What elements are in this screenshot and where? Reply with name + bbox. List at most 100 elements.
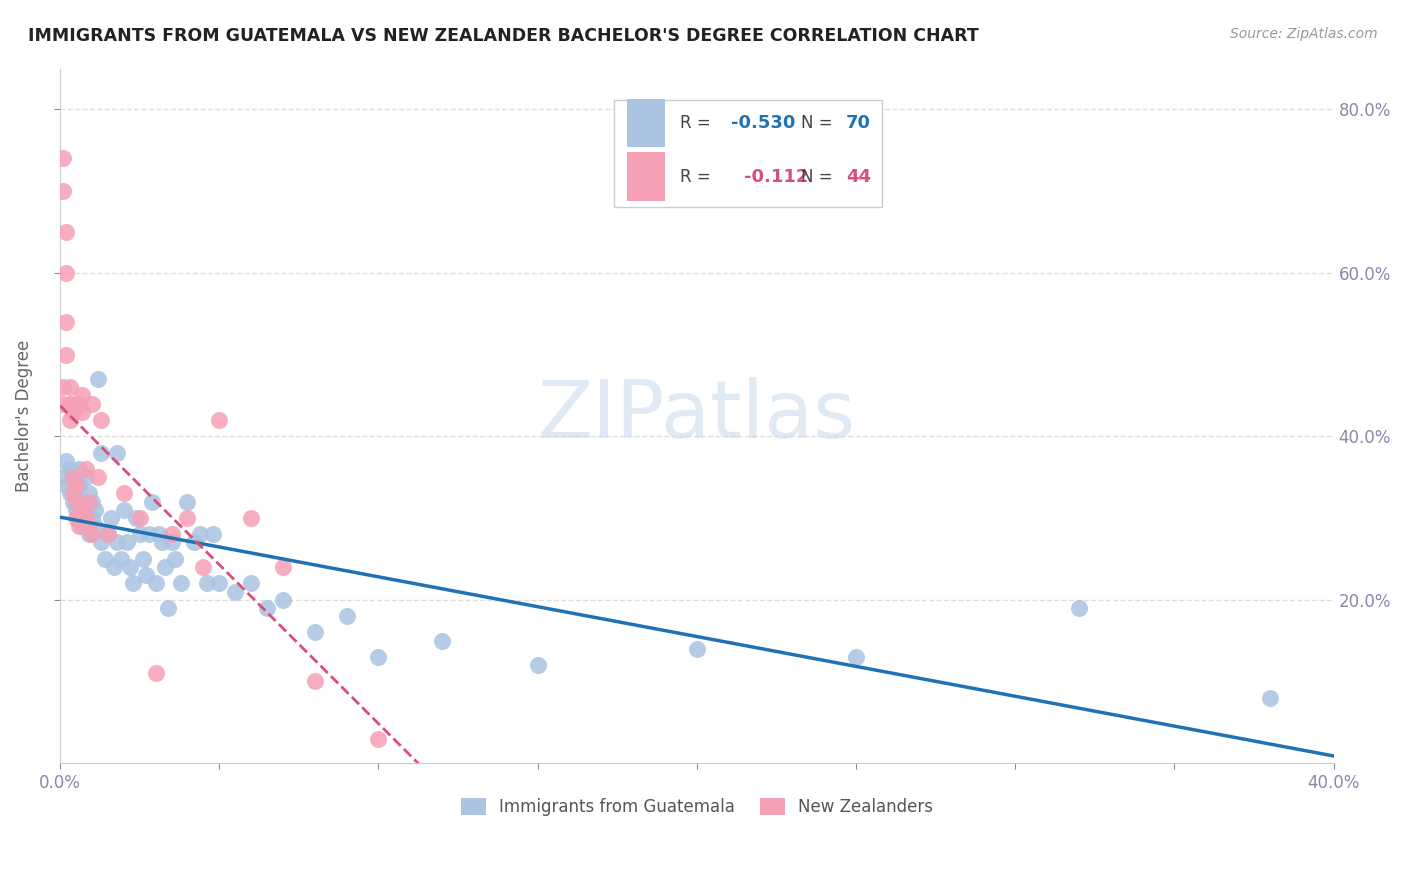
Point <box>122 576 145 591</box>
Point <box>208 413 231 427</box>
Point <box>105 535 128 549</box>
Point <box>75 462 97 476</box>
Point <box>87 372 110 386</box>
Point <box>72 388 94 402</box>
Point <box>77 527 100 541</box>
Legend: Immigrants from Guatemala, New Zealanders: Immigrants from Guatemala, New Zealander… <box>453 789 942 824</box>
Point <box>224 584 246 599</box>
Point <box>77 519 100 533</box>
Text: N =: N = <box>801 168 838 186</box>
FancyBboxPatch shape <box>627 153 665 201</box>
Text: IMMIGRANTS FROM GUATEMALA VS NEW ZEALANDER BACHELOR'S DEGREE CORRELATION CHART: IMMIGRANTS FROM GUATEMALA VS NEW ZEALAND… <box>28 27 979 45</box>
Point <box>141 494 163 508</box>
Point <box>65 503 87 517</box>
Point <box>188 527 211 541</box>
Point <box>59 396 82 410</box>
Point <box>195 576 218 591</box>
Point <box>103 560 125 574</box>
Point <box>55 347 77 361</box>
Point <box>75 470 97 484</box>
Point <box>150 535 173 549</box>
Point <box>160 527 183 541</box>
Point <box>75 511 97 525</box>
Point <box>80 527 103 541</box>
Point <box>686 641 709 656</box>
Point <box>77 494 100 508</box>
Point <box>80 527 103 541</box>
Point <box>67 478 90 492</box>
Point <box>72 494 94 508</box>
Point <box>55 454 77 468</box>
Point <box>59 486 82 500</box>
Point <box>304 674 326 689</box>
Point <box>135 568 157 582</box>
Text: -0.530: -0.530 <box>731 114 796 132</box>
Point <box>84 519 107 533</box>
Point <box>55 225 77 239</box>
Point <box>112 486 135 500</box>
Point <box>240 576 263 591</box>
Point <box>59 462 82 476</box>
Point <box>75 503 97 517</box>
Point <box>72 519 94 533</box>
Text: Source: ZipAtlas.com: Source: ZipAtlas.com <box>1230 27 1378 41</box>
Point <box>153 560 176 574</box>
Point <box>67 396 90 410</box>
Point <box>201 527 224 541</box>
Text: -0.112: -0.112 <box>744 168 808 186</box>
Point <box>145 576 167 591</box>
Point <box>105 445 128 459</box>
Point <box>90 445 112 459</box>
Point <box>55 266 77 280</box>
Point <box>128 527 150 541</box>
Point <box>193 560 215 574</box>
Point <box>208 576 231 591</box>
Point <box>55 315 77 329</box>
Point <box>52 396 75 410</box>
Point <box>1067 600 1090 615</box>
Point <box>52 152 75 166</box>
Point <box>93 551 115 566</box>
Point <box>55 478 77 492</box>
Point <box>304 625 326 640</box>
Point <box>163 551 186 566</box>
Point <box>59 396 82 410</box>
FancyBboxPatch shape <box>627 99 665 147</box>
Point <box>87 470 110 484</box>
Point <box>90 535 112 549</box>
Text: 44: 44 <box>846 168 870 186</box>
Point <box>67 519 90 533</box>
Point <box>120 560 142 574</box>
Y-axis label: Bachelor's Degree: Bachelor's Degree <box>15 340 32 492</box>
Point <box>183 535 205 549</box>
Point <box>271 592 294 607</box>
Point <box>110 551 132 566</box>
Point <box>72 405 94 419</box>
Point <box>176 494 198 508</box>
Text: R =: R = <box>681 114 716 132</box>
Point <box>80 396 103 410</box>
Text: ZIPatlas: ZIPatlas <box>538 376 856 455</box>
Point <box>367 649 389 664</box>
Point <box>240 511 263 525</box>
Point <box>97 527 120 541</box>
Point <box>62 405 84 419</box>
Point <box>256 600 278 615</box>
Point <box>72 503 94 517</box>
Point <box>526 658 548 673</box>
Point <box>115 535 138 549</box>
Point <box>62 470 84 484</box>
Point <box>62 470 84 484</box>
Point <box>160 535 183 549</box>
Point <box>125 511 148 525</box>
Text: 70: 70 <box>846 114 870 132</box>
Point <box>52 184 75 198</box>
Point <box>67 511 90 525</box>
Point <box>170 576 193 591</box>
Point <box>65 478 87 492</box>
Point <box>132 551 155 566</box>
Point <box>65 486 87 500</box>
Point <box>148 527 170 541</box>
Point <box>1258 690 1281 705</box>
Text: N =: N = <box>801 114 838 132</box>
